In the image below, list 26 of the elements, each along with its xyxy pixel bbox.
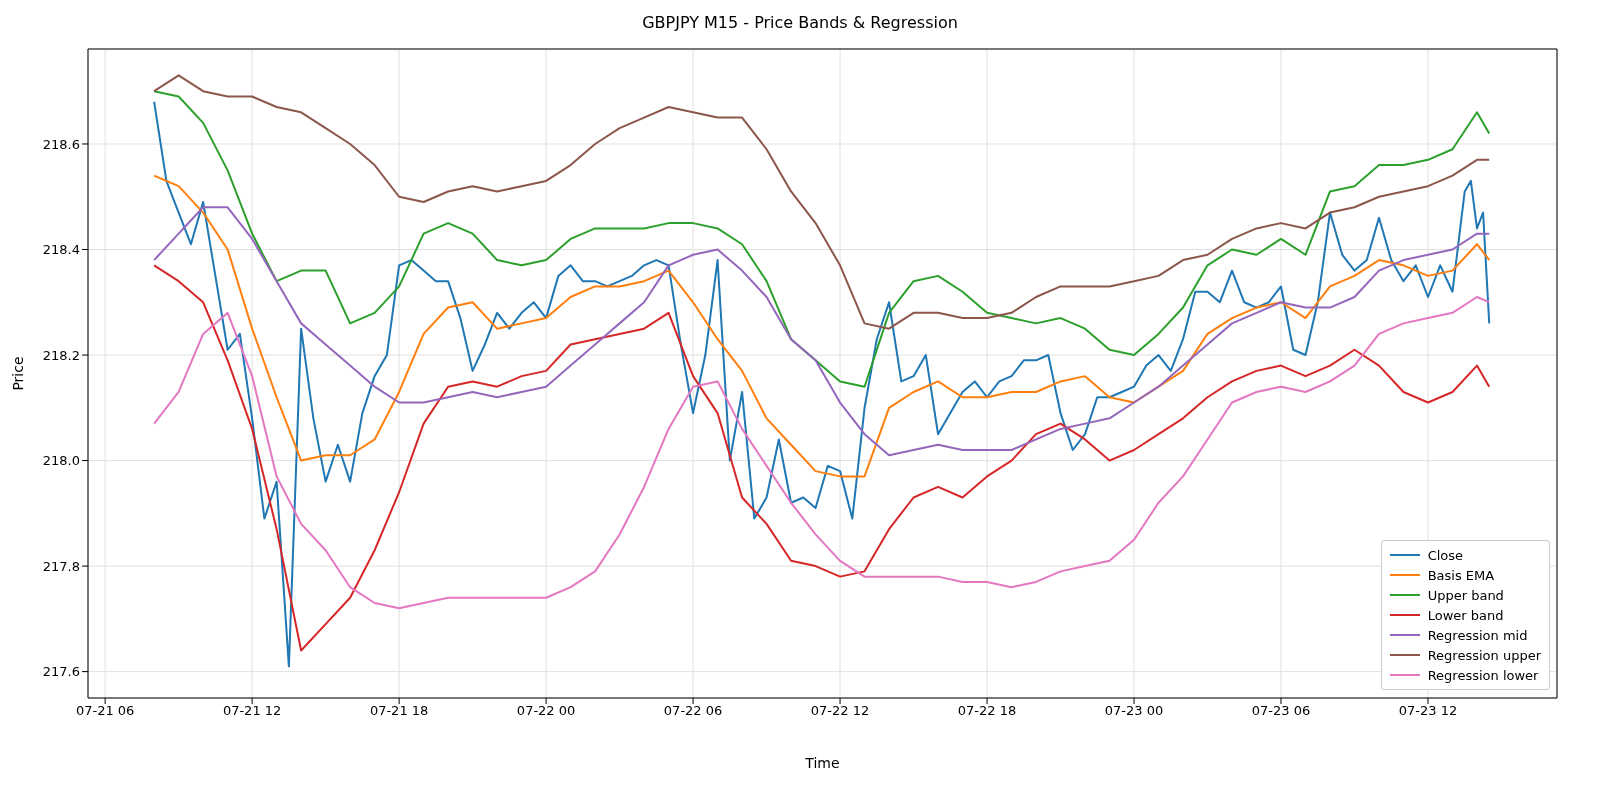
x-tick-label: 07-22 18	[957, 703, 1017, 719]
y-tick-label: 218.4	[42, 242, 80, 258]
legend-label: Upper band	[1427, 587, 1504, 603]
chart-title: GBPJPY M15 - Price Bands & Regression	[641, 12, 959, 34]
x-tick-label: 07-22 12	[810, 703, 870, 719]
y-axis-title: Price	[9, 356, 26, 391]
legend-label: Lower band	[1427, 607, 1504, 623]
x-tick-label: 07-21 12	[222, 703, 282, 719]
y-tick-label: 218.6	[42, 136, 80, 152]
x-tick-label: 07-21 06	[75, 703, 135, 719]
x-tick-label: 07-21 18	[369, 703, 429, 719]
y-tick-label: 217.8	[42, 558, 80, 574]
y-tick-label: 217.6	[42, 664, 80, 680]
x-tick-label: 07-23 12	[1398, 703, 1458, 719]
y-tick-label: 218.2	[42, 347, 80, 363]
legend-label: Regression upper	[1427, 647, 1541, 663]
legend-label: Regression mid	[1427, 627, 1528, 643]
legend-label: Basis EMA	[1427, 567, 1495, 583]
y-tick-label: 218.0	[42, 453, 80, 469]
x-tick-label: 07-23 06	[1251, 703, 1311, 719]
legend-label: Regression lower	[1427, 667, 1539, 683]
x-tick-label: 07-22 00	[516, 703, 576, 719]
x-tick-label: 07-22 06	[663, 703, 723, 719]
x-axis-title: Time	[804, 755, 840, 771]
x-tick-label: 07-23 00	[1104, 703, 1164, 719]
legend-label: Close	[1427, 547, 1464, 563]
